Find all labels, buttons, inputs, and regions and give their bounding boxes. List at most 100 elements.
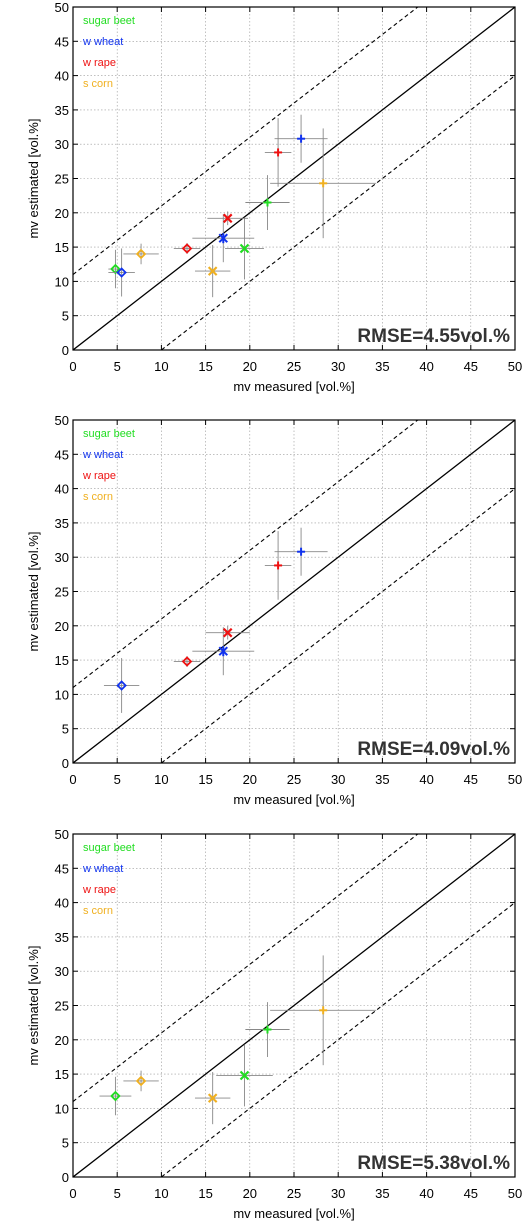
data-point	[123, 243, 159, 265]
data-point	[225, 217, 264, 280]
x-tick-label: 40	[419, 772, 433, 787]
x-tick-label: 15	[198, 359, 212, 374]
x-tick-label: 5	[114, 1186, 121, 1201]
y-tick-label: 20	[55, 1033, 69, 1048]
legend: sugar beet w wheat w rape s corn	[82, 15, 135, 90]
y-tick-label: 40	[55, 482, 69, 497]
y-tick-label: 0	[62, 756, 69, 771]
data-point	[270, 128, 377, 239]
y-tick-label: 35	[55, 103, 69, 118]
chart-panel-1: 0 5 10 15 20 25 30 35 40 45 50 0 5 10 15 20 25 30 35 40 45 50…	[26, 0, 522, 394]
legend-entry: sugar beet	[83, 842, 135, 854]
chart-panel-3: 0 5 10 15 20 25 30 35 40 45 50 0 5 10 15 20 25 30 35 40 45 50…	[26, 827, 522, 1221]
y-tick-label: 25	[55, 172, 69, 187]
y-tick-label: 35	[55, 516, 69, 531]
x-tick-label: 20	[243, 1186, 257, 1201]
x-tick-label: 45	[464, 772, 478, 787]
diamond-marker	[181, 243, 193, 254]
diamond-marker	[110, 263, 121, 275]
data-points	[108, 114, 377, 298]
x-tick-label: 45	[464, 1186, 478, 1201]
one-to-one-line	[73, 834, 515, 1177]
legend: sugar beet w wheat w rape s corn	[82, 842, 135, 917]
grid	[73, 420, 515, 763]
bound-line	[73, 834, 419, 1102]
reference-lines	[73, 420, 515, 763]
legend-entry: s corn	[83, 78, 113, 90]
y-tick-label: 5	[62, 722, 69, 737]
data-point	[264, 118, 292, 187]
y-tick-label: 10	[55, 1101, 69, 1116]
legend-entry: w wheat	[82, 449, 123, 461]
legend: sugar beet w wheat w rape s corn	[82, 428, 135, 503]
x-marker	[222, 627, 233, 638]
diamond-marker	[135, 1075, 147, 1087]
data-point	[173, 655, 201, 667]
legend-entry: sugar beet	[83, 15, 135, 27]
x-tick-label: 50	[508, 1186, 522, 1201]
y-tick-label: 50	[55, 827, 69, 842]
data-point	[192, 627, 255, 676]
y-tick-label: 40	[55, 896, 69, 911]
rmse-annotation: RMSE=4.55vol.%	[357, 326, 510, 347]
diamond-marker	[116, 680, 127, 691]
legend-entry: w wheat	[82, 863, 123, 875]
bound-line	[160, 902, 515, 1177]
diamond-marker	[110, 1090, 121, 1102]
x-tick-label: 20	[243, 772, 257, 787]
x-tick-label: 5	[114, 359, 121, 374]
one-to-one-line	[73, 7, 515, 350]
data-points	[99, 955, 377, 1125]
y-tick-label: 25	[55, 585, 69, 600]
y-tick-label: 10	[55, 274, 69, 289]
legend-entry: w rape	[82, 470, 116, 482]
one-to-one-line	[73, 420, 515, 763]
x-tick-label: 0	[69, 1186, 76, 1201]
x-marker	[239, 1070, 250, 1081]
x-tick-label: 10	[154, 1186, 168, 1201]
reference-lines	[73, 7, 515, 350]
x-tick-label: 50	[508, 359, 522, 374]
data-point	[194, 1072, 231, 1125]
legend-entry: w wheat	[82, 36, 123, 48]
y-tick-label: 45	[55, 447, 69, 462]
data-point	[207, 211, 249, 226]
x-tick-label: 10	[154, 359, 168, 374]
y-tick-label: 30	[55, 550, 69, 565]
y-tick-label: 50	[55, 0, 69, 15]
x-tick-label: 25	[287, 1186, 301, 1201]
bound-line	[73, 420, 419, 688]
y-axis-label: mv estimated [vol.%]	[26, 532, 41, 652]
data-point	[274, 527, 328, 576]
x-tick-label: 45	[464, 359, 478, 374]
data-point	[123, 1070, 159, 1092]
x-axis-label: mv measured [vol.%]	[233, 1206, 354, 1221]
y-tick-label: 25	[55, 999, 69, 1014]
x-tick-label: 35	[375, 359, 389, 374]
data-point	[245, 175, 290, 230]
y-tick-label: 15	[55, 1067, 69, 1082]
legend-entry: sugar beet	[83, 428, 135, 440]
y-tick-label: 30	[55, 137, 69, 152]
x-tick-label: 25	[287, 359, 301, 374]
x-marker	[207, 1093, 218, 1103]
data-point	[245, 1002, 290, 1057]
x-marker	[239, 243, 250, 254]
data-point	[108, 248, 135, 297]
data-points	[103, 527, 328, 713]
data-point	[103, 658, 140, 713]
legend-entry: s corn	[83, 905, 113, 917]
x-tick-label: 30	[331, 1186, 345, 1201]
x-tick-label: 10	[154, 772, 168, 787]
y-tick-label: 0	[62, 1170, 69, 1185]
x-tick-label: 0	[69, 772, 76, 787]
y-tick-label: 40	[55, 69, 69, 84]
y-tick-label: 15	[55, 240, 69, 255]
y-tick-label: 10	[55, 687, 69, 702]
grid	[73, 834, 515, 1177]
x-tick-label: 40	[419, 359, 433, 374]
x-axis-label: mv measured [vol.%]	[233, 792, 354, 807]
data-point	[216, 1044, 273, 1107]
rmse-annotation: RMSE=5.38vol.%	[357, 1153, 510, 1174]
data-point	[99, 1076, 132, 1116]
